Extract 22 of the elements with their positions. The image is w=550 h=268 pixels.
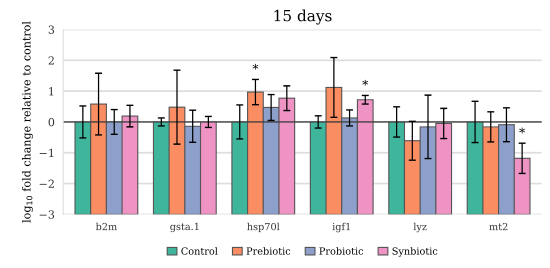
y-tick-label: 1 [49,87,54,96]
y-tick-label: 3 [48,25,54,34]
y-tick-label: 2 [48,56,54,65]
y-tick-label: 0 [48,118,54,126]
y-tick-label: −3 [40,210,54,219]
x-tick-label: igf1 [332,222,350,232]
annotation: * [252,64,258,70]
annotation: * [519,128,526,134]
x-tick-label: hsp70l [247,222,280,232]
x-tick-label: gsta.1 [170,222,199,232]
legend-label: Prebiotic [246,247,290,255]
legend-label: Probiotic [319,247,364,255]
legend-label: Control [181,247,218,255]
x-tick-label: b2m [96,222,117,230]
x-tick-label: lyz [414,222,427,232]
chart-title: 15 days [274,10,332,25]
annotation: * [362,80,368,86]
y-axis-title: log$_{10}$ fold change relative to control [22,21,33,223]
x-tick-label: mt2 [489,222,508,230]
legend-label: Synbiotic [392,247,438,257]
y-tick-label: −2 [40,180,54,188]
y-tick-label: −1 [40,148,54,157]
